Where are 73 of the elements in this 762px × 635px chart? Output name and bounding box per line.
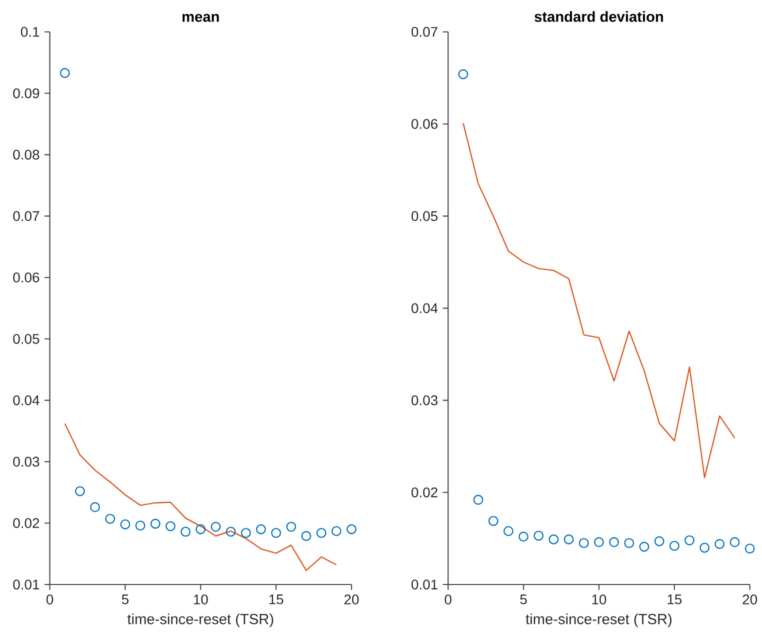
point [226, 526, 236, 537]
point [594, 537, 604, 547]
y-tick-label: 0.05 [13, 334, 40, 344]
x-tick-label: 10 [194, 594, 208, 604]
point [609, 537, 620, 547]
x-axis-title: time-since-reset (TSR) [127, 613, 274, 627]
point [120, 519, 130, 530]
point [301, 530, 312, 541]
point [105, 514, 116, 524]
y-tick-label: 0.07 [13, 211, 40, 221]
point [256, 524, 266, 534]
y-tick-label: 0.06 [13, 272, 40, 282]
point [700, 542, 710, 553]
point [654, 536, 664, 546]
point [564, 534, 574, 544]
y-tick-label: 0.03 [13, 456, 40, 467]
point [271, 528, 282, 538]
point [684, 535, 694, 546]
point [669, 540, 680, 551]
y-tick-label: 0.07 [412, 26, 438, 37]
point [331, 526, 342, 536]
y-tick-label: 0.04 [412, 303, 438, 313]
point [744, 543, 755, 554]
point [286, 522, 296, 532]
y-tick-label: 0.06 [412, 118, 438, 129]
x-tick-label: 0 [444, 594, 452, 604]
y-tick-label: 0.02 [412, 487, 438, 498]
y-tick-label: 0.01 [412, 579, 438, 590]
point [60, 68, 70, 78]
x-tick-label: 20 [344, 594, 359, 604]
y-tick-label: 0.01 [13, 579, 40, 590]
x-tick-label: 5 [122, 594, 129, 604]
x-tick-label: 20 [742, 594, 758, 604]
point [624, 538, 634, 548]
point [346, 524, 356, 534]
point [518, 531, 529, 542]
point [473, 494, 484, 505]
x-tick-label: 15 [668, 594, 682, 604]
point [180, 526, 191, 537]
x-tick-label: 15 [269, 594, 284, 604]
chart-title: mean [182, 14, 219, 22]
y-tick-label: 0.08 [13, 150, 40, 160]
line-series [64, 422, 338, 571]
point [90, 502, 100, 512]
point [534, 530, 544, 541]
y-tick-label: 0.04 [13, 395, 40, 406]
x-tick-label: 0 [46, 594, 54, 604]
x-axis-title: time-since-reset (TSR) [526, 613, 672, 627]
point [150, 518, 160, 529]
point [488, 516, 498, 526]
chart-title: standard deviation [534, 11, 663, 22]
y-tick-label: 0.02 [13, 518, 40, 528]
y-tick-label: 0.03 [412, 395, 438, 406]
y-tick-label: 0.1 [20, 26, 40, 37]
point [578, 538, 589, 548]
point [316, 528, 326, 538]
point [74, 486, 85, 496]
point [196, 524, 206, 534]
x-tick-label: 10 [592, 594, 606, 604]
point [135, 520, 146, 530]
point [503, 526, 514, 536]
point [165, 521, 176, 532]
point [714, 538, 725, 549]
x-tick-label: 5 [520, 594, 527, 604]
point [730, 537, 740, 547]
point [548, 534, 559, 544]
line-series [462, 122, 736, 478]
point [639, 542, 650, 552]
point [458, 69, 468, 80]
y-tick-label: 0.05 [412, 211, 438, 221]
point [210, 522, 221, 532]
point [240, 528, 251, 538]
y-tick-label: 0.09 [13, 88, 40, 98]
